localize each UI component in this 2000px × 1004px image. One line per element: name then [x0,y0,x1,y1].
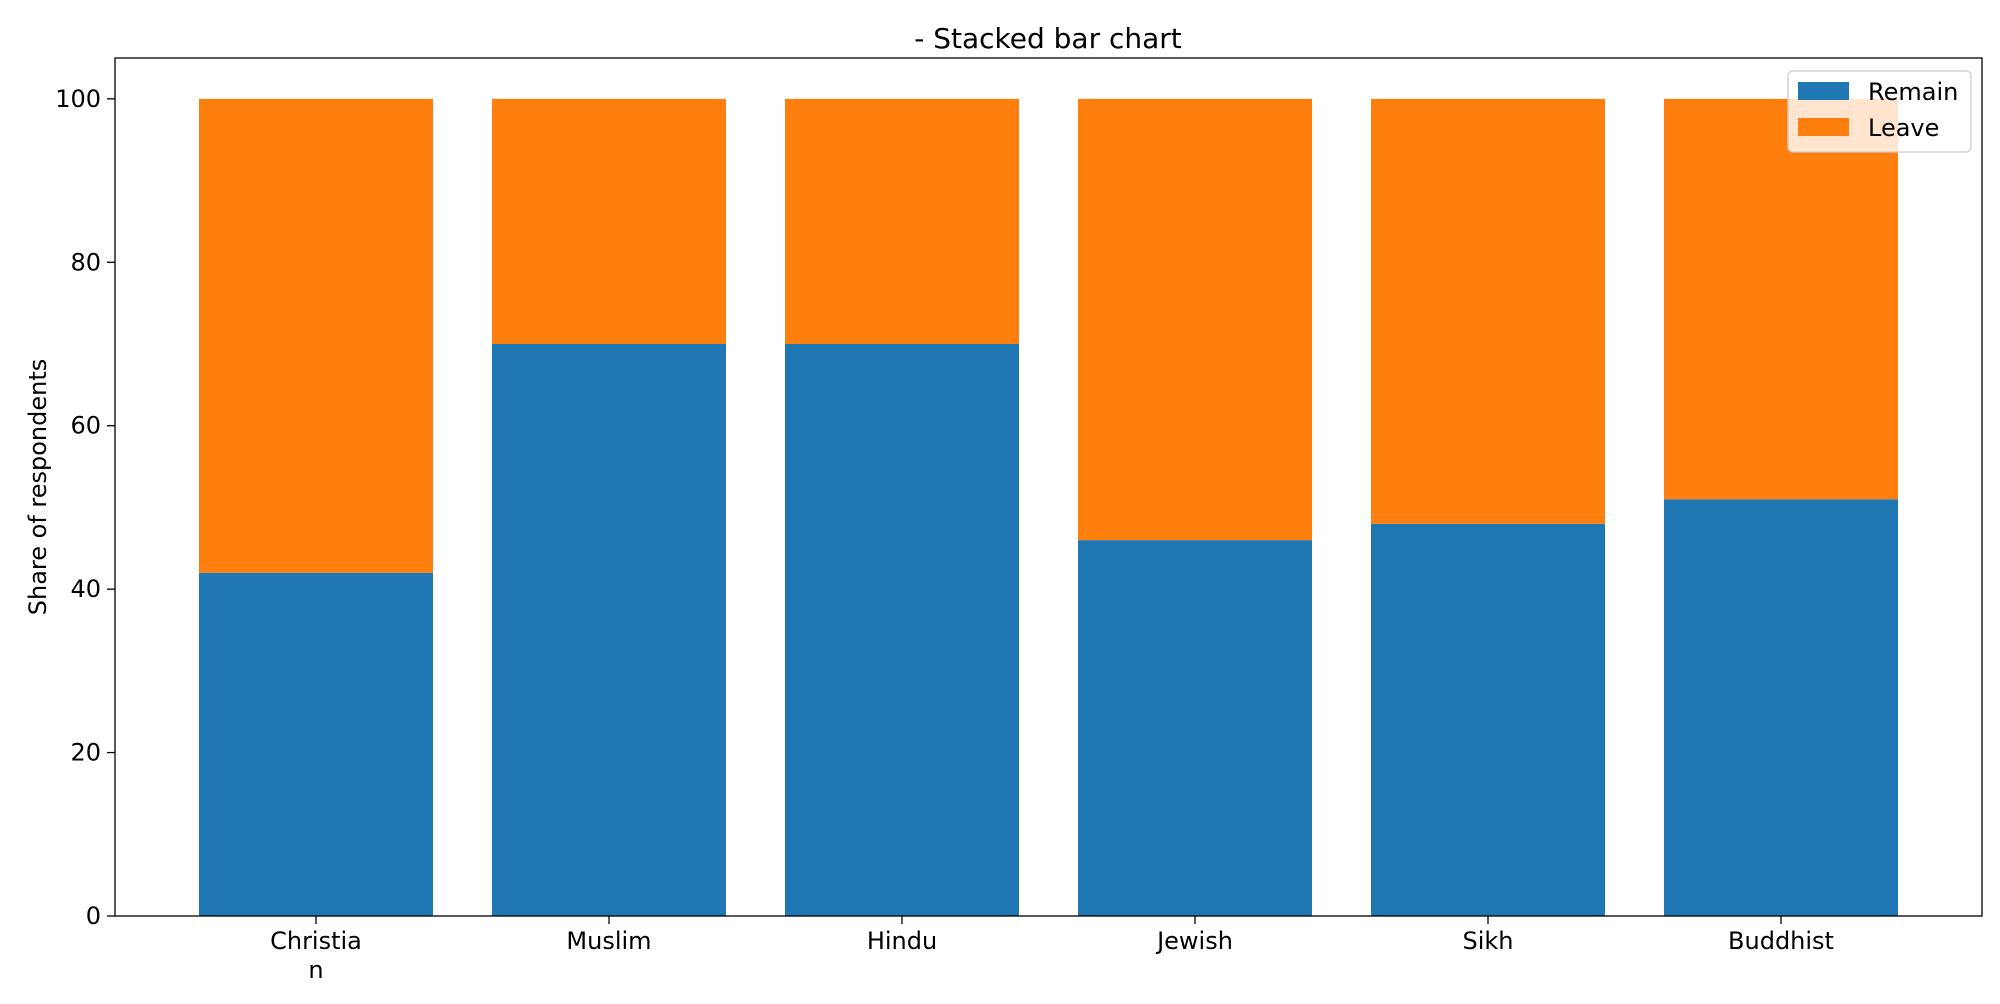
chart-title: - Stacked bar chart [914,22,1182,55]
bar-remain-0 [199,572,433,916]
bar-leave-5 [1664,98,1898,500]
y-axis-label: Share of respondents [24,359,52,616]
x-tick-label: Jewish [1155,927,1233,955]
plot-frame [114,57,1983,917]
bar-remain-1 [492,344,726,916]
y-tick-label: 100 [55,85,101,113]
y-tick-label: 80 [70,248,101,276]
x-tick-label: Christia n [270,927,362,984]
bar-leave-2 [785,98,1019,344]
bar-remain-2 [785,344,1019,916]
legend-label-remain: Remain [1868,78,1958,106]
bar-leave-3 [1078,98,1312,541]
legend: Remain Leave [1787,70,1972,153]
legend-swatch-remain [1798,82,1849,100]
y-tick-label: 20 [70,739,101,767]
bar-remain-5 [1664,499,1898,916]
y-tick-label: 0 [86,902,101,930]
x-tick-label: Sikh [1462,927,1513,955]
bar-leave-0 [199,98,433,573]
legend-swatch-leave [1798,118,1849,136]
bar-leave-4 [1371,98,1605,524]
legend-label-leave: Leave [1868,114,1939,142]
y-tick-label: 40 [70,575,101,603]
bar-remain-3 [1078,540,1312,916]
bar-leave-1 [492,98,726,344]
y-tick-label: 60 [70,412,101,440]
y-ticks-layer: 0 20 40 60 80 100 [55,85,115,930]
x-tick-label: Buddhist [1728,927,1834,955]
bars-layer [199,98,1898,916]
x-tick-label: Hindu [867,927,937,955]
x-tick-label: Muslim [566,927,651,955]
x-ticks-layer: Christia n Muslim Hindu Jewish Sikh Buddhist [270,916,1834,984]
bar-remain-4 [1371,523,1605,916]
